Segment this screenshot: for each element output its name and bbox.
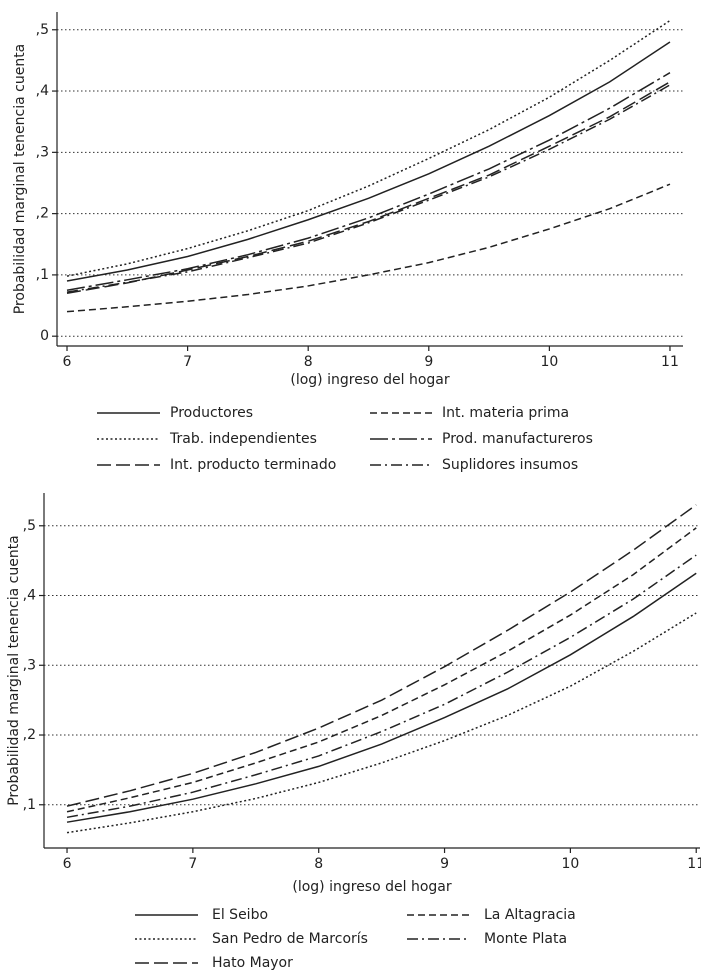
x-tick-label: 10 [540,354,558,370]
legend-label: Hato Mayor [212,955,293,971]
y-tick-label: ,2 [23,727,36,743]
y-tick-label: 0 [40,328,49,344]
series-line [66,612,697,834]
legend-label: Suplidores insumos [442,457,578,473]
y-axis-label: Probabilidad marginal tenencia cuenta [6,535,22,806]
legend-label: El Seibo [212,907,268,923]
x-tick-label: 6 [63,354,72,370]
y-tick-label: ,4 [23,588,36,604]
series-line [66,19,671,277]
x-tick-label: 7 [188,856,197,872]
series-line [66,504,697,807]
y-tick-label: ,3 [36,144,49,160]
series-line [66,572,697,823]
series-line [66,183,671,313]
x-tick-label: 8 [314,856,323,872]
legend-label: Productores [170,405,253,421]
y-tick-label: ,1 [23,797,36,813]
series-line [66,72,671,291]
x-axis-label: (log) ingreso del hogar [290,372,449,388]
legend-label: San Pedro de Marcorís [212,931,368,947]
x-tick-label: 6 [63,856,72,872]
x-tick-label: 9 [424,354,433,370]
series-line [66,554,697,819]
y-tick-label: ,5 [23,518,36,534]
x-tick-label: 7 [183,354,192,370]
x-tick-label: 11 [661,354,679,370]
series-line [66,81,671,295]
x-tick-label: 9 [440,856,449,872]
legend-label: Monte Plata [484,931,567,947]
legend-label: Trab. independientes [169,431,317,447]
legend-label: Prod. manufactureros [442,431,593,447]
y-tick-label: ,1 [36,267,49,283]
x-tick-label: 10 [561,856,579,872]
series-line [66,84,671,293]
series-line [66,527,697,813]
x-tick-label: 11 [687,856,701,872]
legend-label: Int. materia prima [442,405,569,421]
legend-label: Int. producto terminado [170,457,336,473]
series-line [66,41,671,282]
y-tick-label: ,5 [36,22,49,38]
legend-label: La Altagracia [484,907,576,923]
y-tick-label: ,4 [36,83,49,99]
y-axis-label: Probabilidad marginal tenencia cuenta [12,44,28,315]
y-tick-label: ,2 [36,206,49,222]
y-tick-label: ,3 [23,657,36,673]
x-tick-label: 8 [304,354,313,370]
x-axis-label: (log) ingreso del hogar [292,879,451,895]
